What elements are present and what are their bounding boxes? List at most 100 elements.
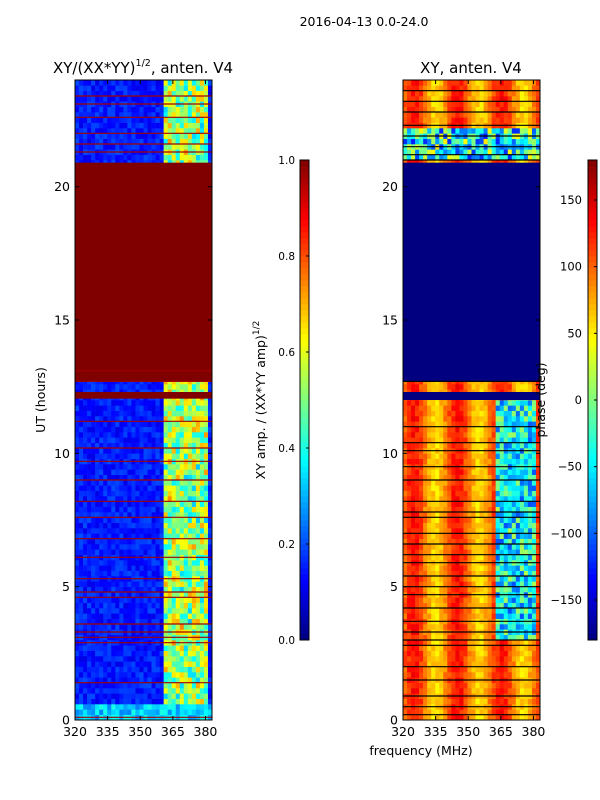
heatmap-cell [115,485,120,491]
heatmap-cell [123,688,128,694]
heatmap-cell [91,506,96,513]
heatmap-cell [203,144,209,150]
heatmap-cell [131,608,136,614]
heatmap-cell [95,560,100,566]
heatmap-cell [403,661,408,667]
heatmap-cell [523,640,529,646]
heatmap-cell [179,608,185,614]
heatmap-cell [79,90,84,97]
heatmap-cell [403,624,408,630]
heatmap-cell [115,464,120,470]
heatmap-cell [139,106,144,113]
heatmap-cell [167,85,173,91]
heatmap-cell [143,672,148,678]
heatmap-cell [131,138,136,145]
heatmap-cell [99,656,104,662]
colorbar-swatch [300,478,309,485]
heatmap-cell [487,672,492,678]
heatmap-cell [139,656,144,662]
heatmap-cell [103,506,108,513]
heatmap-cell [103,496,108,502]
heatmap-cell [503,608,509,614]
heatmap-cell [483,645,488,651]
heatmap-cell [491,698,496,705]
heatmap-cell [147,522,152,529]
heatmap-cell [183,624,189,630]
heatmap-cell [87,528,92,534]
heatmap-cell [447,640,452,646]
heatmap-cell [515,656,521,662]
heatmap-cell [151,474,156,481]
heatmap-cell [79,112,84,118]
heatmap-cell [163,586,168,593]
heatmap-cell [91,384,96,390]
heatmap-cell [115,448,120,454]
heatmap-cell [515,645,521,651]
heatmap-cell [115,565,120,571]
heatmap-cell [119,661,124,667]
heatmap-cell [155,597,160,603]
heatmap-cell [127,570,132,577]
heatmap-cell [131,426,136,433]
heatmap-cell [431,634,436,641]
heatmap-cell [139,405,144,411]
heatmap-cell [479,688,484,694]
heatmap-cell [131,432,136,438]
heatmap-cell [455,698,460,705]
colorbar-swatch [300,328,309,335]
heatmap-cell [87,688,92,694]
heatmap-cell [135,677,140,683]
heatmap-cell [119,656,124,662]
heatmap-cell [111,522,116,529]
colorbar-swatch [300,190,309,197]
heatmap-cell [139,442,144,449]
heatmap-cell [159,602,164,609]
heatmap-cell [151,597,156,603]
heatmap-cell [487,714,492,721]
heatmap-cell [143,645,148,651]
y-tick-label: 15 [54,313,70,328]
heatmap-cell [175,586,181,593]
heatmap-cell [151,613,156,619]
heatmap-cell [175,538,181,545]
heatmap-cell [91,474,96,481]
heatmap-cell [143,528,148,534]
heatmap-cell [439,656,444,662]
colorbar-swatch [300,166,309,173]
heatmap-cell [187,666,193,673]
heatmap-cell [503,602,509,609]
heatmap-cell [163,112,168,118]
heatmap-cell [415,613,420,619]
heatmap-cell [159,506,164,513]
heatmap-cell [111,672,116,678]
heatmap-cell [187,448,193,454]
heatmap-cell [95,405,100,411]
heatmap-cell [431,650,436,657]
heatmap-cell [143,421,148,427]
heatmap-cell [95,474,100,481]
heatmap-cell [431,624,436,630]
heatmap-cell [179,544,185,550]
heatmap-cell [99,490,104,497]
heatmap-cell [191,544,197,550]
heatmap-cell [535,645,541,651]
heatmap-cell [139,522,144,529]
heatmap-cell [179,442,185,449]
heatmap-cell [191,106,197,113]
heatmap-cell [191,661,197,667]
heatmap-cell [103,613,108,619]
heatmap-cell [475,661,480,667]
heatmap-cell [503,661,509,667]
heatmap-cell [431,709,436,715]
heatmap-cell [79,122,84,129]
heatmap-cell [527,698,533,705]
heatmap-cell [143,549,148,555]
heatmap-cell [131,85,136,91]
heatmap-cell [135,474,140,481]
heatmap-cell [199,522,205,529]
heatmap-cell [175,570,181,577]
heatmap-cell [455,602,460,609]
heatmap-cell [119,410,124,417]
heatmap-cell [175,405,181,411]
heatmap-cell [87,613,92,619]
